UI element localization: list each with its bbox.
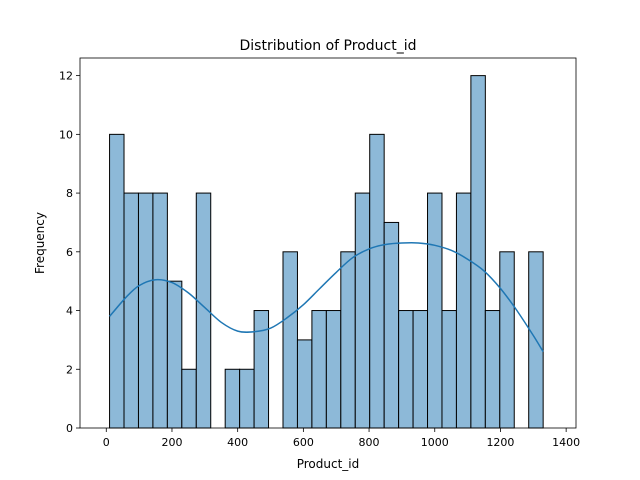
histogram-bar-22 <box>427 192 443 429</box>
histogram-bar-0 <box>109 133 125 429</box>
histogram-bar-5 <box>181 368 197 429</box>
x-tick-label: 800 <box>359 436 380 449</box>
histogram-bar-8 <box>224 368 241 429</box>
y-tick-label: 10 <box>59 128 73 141</box>
y-tick-label: 0 <box>66 422 73 435</box>
y-axis-label: Frequency <box>33 212 47 274</box>
histogram-bar-24 <box>455 192 472 429</box>
histogram-bar-26 <box>484 310 501 429</box>
x-tick-label: 0 <box>103 436 110 449</box>
y-tick-label: 6 <box>66 246 73 259</box>
x-tick-label: 400 <box>227 436 248 449</box>
histogram-bar-2 <box>137 192 154 429</box>
histogram-bar-1 <box>123 192 139 429</box>
x-tick-label: 1400 <box>552 436 580 449</box>
x-tick-label: 200 <box>161 436 182 449</box>
histogram-bar-14 <box>311 310 327 429</box>
histogram-bar-21 <box>412 310 429 429</box>
chart-title: Distribution of Product_id <box>239 38 416 54</box>
y-tick-label: 12 <box>59 70 73 83</box>
x-tick-label: 1000 <box>421 436 449 449</box>
histogram-bar-19 <box>383 221 400 429</box>
x-axis-ticks: 0 200 400 600 800 1000 1200 1400 <box>103 428 580 449</box>
plot-frame <box>79 57 577 429</box>
x-axis-label: Product_id <box>297 457 360 471</box>
histogram-bar-23 <box>441 310 457 429</box>
x-tick-label: 1200 <box>486 436 514 449</box>
x-tick-label: 600 <box>293 436 314 449</box>
y-axis-ticks: 0 2 4 6 8 10 12 <box>59 70 80 435</box>
histogram-bar-17 <box>354 192 371 429</box>
y-tick-label: 2 <box>66 363 73 376</box>
y-tick-label: 8 <box>66 187 73 200</box>
histogram-bar-10 <box>253 310 270 429</box>
histogram-bar-15 <box>325 310 342 429</box>
histogram-bar-25 <box>470 75 486 429</box>
histogram-bar-18 <box>369 133 385 429</box>
kde-curve <box>109 242 544 353</box>
y-tick-label: 4 <box>66 305 73 318</box>
histogram-bar-12 <box>282 251 298 429</box>
histogram-bar-16 <box>340 251 356 429</box>
histogram-bar-27 <box>499 251 515 429</box>
histogram-bar-9 <box>239 368 255 429</box>
histogram-bar-3 <box>152 192 168 429</box>
histogram-bar-13 <box>296 339 313 429</box>
histogram-bar-4 <box>166 280 183 429</box>
histogram-bar-20 <box>398 310 414 429</box>
histogram-bars <box>109 75 544 429</box>
